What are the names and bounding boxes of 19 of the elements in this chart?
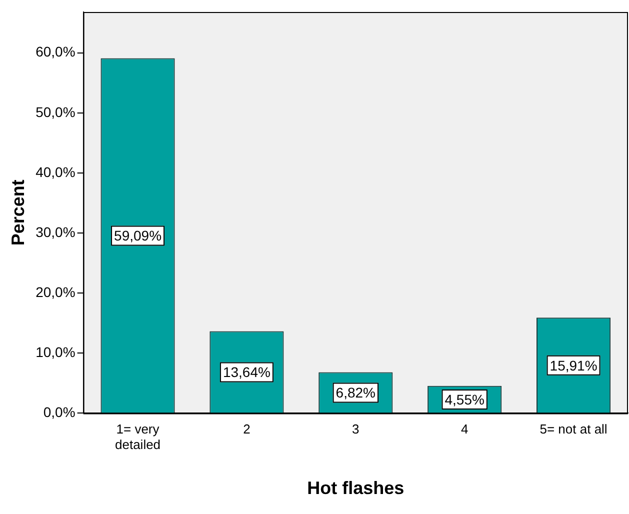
y-tick-label: 0,0% bbox=[43, 404, 76, 420]
x-tick-label: 4 bbox=[460, 422, 468, 437]
x-tick-label: 3 bbox=[352, 422, 360, 437]
x-tick-label: 1= very detailed bbox=[114, 422, 161, 452]
data-label: 15,91% bbox=[550, 357, 598, 374]
y-tick-label: 30,0% bbox=[36, 224, 76, 240]
x-axis-title: Hot flashes bbox=[307, 478, 404, 498]
data-label: 59,09% bbox=[114, 228, 162, 244]
y-tick-label: 40,0% bbox=[36, 164, 76, 180]
data-label: 6,82% bbox=[336, 384, 376, 401]
data-label: 4,55% bbox=[444, 391, 484, 408]
y-tick-label: 60,0% bbox=[36, 44, 76, 60]
data-label: 13,64% bbox=[222, 364, 270, 380]
x-tick-label: 2 bbox=[243, 422, 250, 437]
y-tick-label: 20,0% bbox=[36, 284, 76, 300]
x-tick-label: 5= not at all bbox=[540, 422, 608, 437]
y-tick-label: 10,0% bbox=[36, 344, 76, 360]
y-axis-title: Percent bbox=[8, 180, 28, 246]
y-tick-label: 50,0% bbox=[36, 104, 76, 120]
